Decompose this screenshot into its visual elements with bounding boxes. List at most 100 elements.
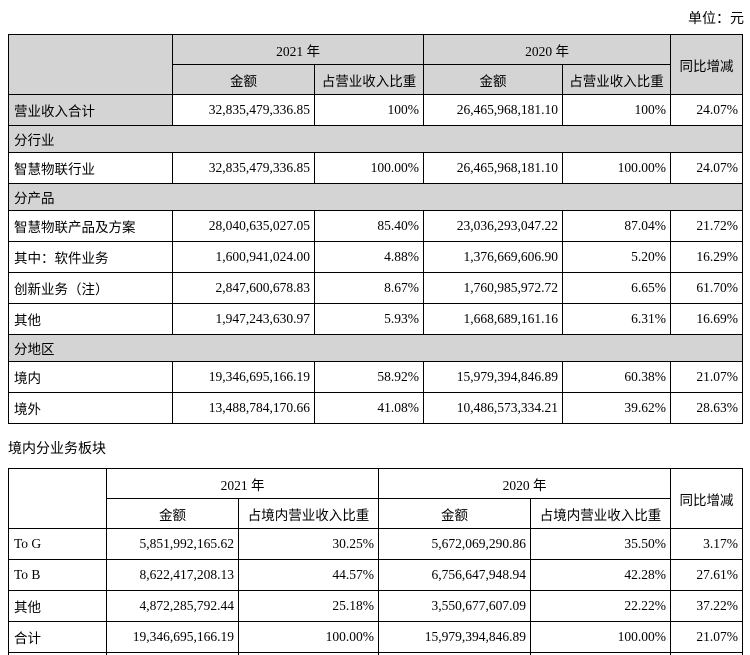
yoy-value: 24.07% bbox=[670, 94, 743, 126]
amount-2021: 19,346,695,166.19 bbox=[106, 621, 239, 653]
amount-2020: 15,979,394,846.89 bbox=[378, 621, 531, 653]
yoy-value: 16.29% bbox=[670, 241, 743, 273]
amount-2021: 1,947,243,630.97 bbox=[172, 303, 315, 335]
ratio-2021: 100% bbox=[314, 94, 424, 126]
amount-2021: 19,346,695,166.19 bbox=[172, 361, 315, 393]
yoy-value: 37.22% bbox=[670, 590, 743, 622]
header-ratio-2020: 占境内营业收入比重 bbox=[530, 498, 671, 529]
amount-2020: 15,979,394,846.89 bbox=[423, 361, 563, 393]
ratio-2020: 22.22% bbox=[530, 590, 671, 622]
yoy-value: 27.61% bbox=[670, 559, 743, 591]
header-yoy-change: 同比增减 bbox=[670, 468, 743, 529]
section-label: 分行业 bbox=[8, 125, 743, 153]
table-header-row-1: 2021 年 2020 年 同比增减 bbox=[8, 34, 743, 95]
section-row-by-product: 分产品 bbox=[8, 183, 743, 211]
yoy-value: 16.69% bbox=[670, 303, 743, 335]
ratio-2021: 4.88% bbox=[314, 241, 424, 273]
table-row: 境外 13,488,784,170.66 41.08% 10,486,573,3… bbox=[8, 392, 743, 424]
table-row-to-g: To G 5,851,992,165.62 30.25% 5,672,069,2… bbox=[8, 528, 743, 560]
table-row: 智慧物联产品及方案 28,040,635,027.05 85.40% 23,03… bbox=[8, 210, 743, 242]
amount-2020: 1,760,985,972.72 bbox=[423, 272, 563, 304]
yoy-value: 61.70% bbox=[670, 272, 743, 304]
table-header-row-1: 2021 年 2020 年 同比增减 bbox=[8, 468, 743, 529]
table-row: 其他 1,947,243,630.97 5.93% 1,668,689,161.… bbox=[8, 303, 743, 335]
amount-2020: 26,465,968,181.10 bbox=[423, 152, 563, 184]
ratio-2021: 30.25% bbox=[238, 528, 379, 560]
row-label: 境内 bbox=[8, 361, 173, 393]
header-empty-cell bbox=[8, 468, 107, 529]
ratio-2021: 25.18% bbox=[238, 590, 379, 622]
header-ratio-2021: 占境内营业收入比重 bbox=[238, 498, 379, 529]
amount-2021: 2,847,600,678.83 bbox=[172, 272, 315, 304]
ratio-2020: 39.62% bbox=[562, 392, 671, 424]
header-year-2021: 2021 年 bbox=[106, 468, 379, 499]
table-row-total: 合计 19,346,695,166.19 100.00% 15,979,394,… bbox=[8, 621, 743, 653]
ratio-2021: 58.92% bbox=[314, 361, 424, 393]
section-label: 分产品 bbox=[8, 183, 743, 211]
table-row: 创新业务（注） 2,847,600,678.83 8.67% 1,760,985… bbox=[8, 272, 743, 304]
row-label: 其他 bbox=[8, 303, 173, 335]
amount-2020: 10,486,573,334.21 bbox=[423, 392, 563, 424]
row-label: To B bbox=[8, 559, 107, 591]
amount-2021: 1,600,941,024.00 bbox=[172, 241, 315, 273]
amount-2020: 1,376,669,606.90 bbox=[423, 241, 563, 273]
amount-2021: 32,835,479,336.85 bbox=[172, 152, 315, 184]
header-year-2021: 2021 年 bbox=[172, 34, 424, 65]
row-label: 营业收入合计 bbox=[8, 94, 173, 126]
section-row-by-industry: 分行业 bbox=[8, 125, 743, 153]
header-amount-2020: 金额 bbox=[378, 498, 531, 529]
ratio-2020: 42.28% bbox=[530, 559, 671, 591]
header-yoy-change: 同比增减 bbox=[670, 34, 743, 95]
table-header-row-2: 金额 占境内营业收入比重 金额 占境内营业收入比重 bbox=[9, 498, 743, 529]
table-row-to-b: To B 8,622,417,208.13 44.57% 6,756,647,9… bbox=[8, 559, 743, 591]
table-row-other: 其他 4,872,285,792.44 25.18% 3,550,677,607… bbox=[8, 590, 743, 622]
header-amount-2020: 金额 bbox=[423, 64, 563, 95]
unit-label: 单位：元 bbox=[688, 12, 744, 27]
row-label: 其他 bbox=[8, 590, 107, 622]
section-label: 分地区 bbox=[8, 334, 743, 362]
yoy-value: 28.63% bbox=[670, 392, 743, 424]
ratio-2020: 5.20% bbox=[562, 241, 671, 273]
row-label: 其中：软件业务 bbox=[8, 241, 173, 273]
table-header-row-2: 金额 占营业收入比重 金额 占营业收入比重 bbox=[9, 64, 743, 95]
ratio-2020: 100% bbox=[562, 94, 671, 126]
ratio-2020: 100.00% bbox=[562, 152, 671, 184]
revenue-breakdown-table: 2021 年 2020 年 同比增减 金额 占营业收入比重 金额 占营业收入比重… bbox=[8, 34, 743, 424]
header-amount-2021: 金额 bbox=[172, 64, 315, 95]
row-label: 创新业务（注） bbox=[8, 272, 173, 304]
ratio-2021: 41.08% bbox=[314, 392, 424, 424]
header-ratio-2020: 占营业收入比重 bbox=[562, 64, 671, 95]
section-caption: 境内分业务板块 bbox=[8, 442, 106, 457]
domestic-segment-table: 2021 年 2020 年 同比增减 金额 占境内营业收入比重 金额 占境内营业… bbox=[8, 468, 743, 655]
row-label: 智慧物联产品及方案 bbox=[8, 210, 173, 242]
amount-2020: 5,672,069,290.86 bbox=[378, 528, 531, 560]
yoy-value: 3.17% bbox=[670, 528, 743, 560]
row-label: 合计 bbox=[8, 621, 107, 653]
ratio-2021: 85.40% bbox=[314, 210, 424, 242]
header-year-2020: 2020 年 bbox=[423, 34, 671, 65]
ratio-2021: 5.93% bbox=[314, 303, 424, 335]
yoy-value: 24.07% bbox=[670, 152, 743, 184]
table-row-clipped bbox=[8, 652, 743, 655]
header-amount-2021: 金额 bbox=[106, 498, 239, 529]
table-row-total-revenue: 营业收入合计 32,835,479,336.85 100% 26,465,968… bbox=[8, 94, 743, 126]
yoy-value: 21.07% bbox=[670, 621, 743, 653]
ratio-2020: 100.00% bbox=[530, 621, 671, 653]
row-label: To G bbox=[8, 528, 107, 560]
ratio-2021: 100.00% bbox=[314, 152, 424, 184]
amount-2021: 13,488,784,170.66 bbox=[172, 392, 315, 424]
table-row: 智慧物联行业 32,835,479,336.85 100.00% 26,465,… bbox=[8, 152, 743, 184]
table-row: 境内 19,346,695,166.19 58.92% 15,979,394,8… bbox=[8, 361, 743, 393]
amount-2020: 6,756,647,948.94 bbox=[378, 559, 531, 591]
amount-2020: 3,550,677,607.09 bbox=[378, 590, 531, 622]
amount-2020: 23,036,293,047.22 bbox=[423, 210, 563, 242]
amount-2020: 1,668,689,161.16 bbox=[423, 303, 563, 335]
amount-2021: 8,622,417,208.13 bbox=[106, 559, 239, 591]
row-label: 境外 bbox=[8, 392, 173, 424]
amount-2021: 28,040,635,027.05 bbox=[172, 210, 315, 242]
ratio-2020: 87.04% bbox=[562, 210, 671, 242]
ratio-2021: 44.57% bbox=[238, 559, 379, 591]
amount-2021: 4,872,285,792.44 bbox=[106, 590, 239, 622]
ratio-2021: 8.67% bbox=[314, 272, 424, 304]
header-ratio-2021: 占营业收入比重 bbox=[314, 64, 424, 95]
